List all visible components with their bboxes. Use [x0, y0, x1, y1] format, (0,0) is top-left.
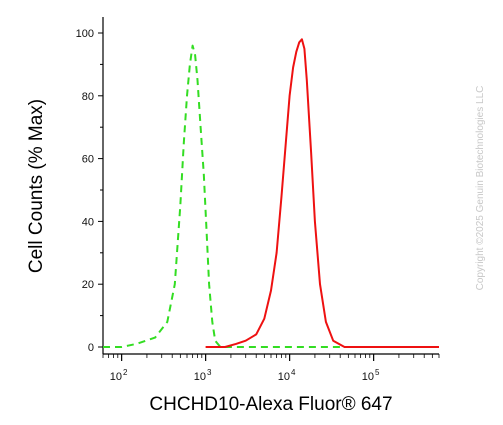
plot-frame [102, 17, 439, 355]
series-line-1 [103, 44, 439, 348]
y-tick-label: 60 [82, 154, 94, 166]
x-tick-label: 103 [194, 368, 212, 383]
x-tick-label: 105 [362, 368, 380, 383]
y-axis-title: Cell Counts (% Max) [26, 99, 47, 273]
y-tick-label: 100 [76, 28, 94, 40]
x-tick-label: 104 [278, 368, 296, 383]
y-tick-label: 40 [82, 216, 94, 228]
y-tick-label: 20 [82, 279, 94, 291]
y-tick-label: 0 [88, 342, 94, 354]
series-line-2 [205, 38, 439, 348]
y-tick-label: 80 [82, 91, 94, 103]
x-tick-label: 102 [110, 368, 128, 383]
x-axis-ticks: 102 103 104 105 [102, 354, 440, 383]
copyright-watermark: Copyright ©2025 Genuin Biotechnologies L… [475, 86, 486, 291]
y-axis-ticks: 0 20 40 60 80 100 [76, 28, 103, 354]
x-axis-title: CHCHD10-Alexa Fluor® 647 [149, 394, 392, 415]
series-layer [103, 38, 439, 348]
